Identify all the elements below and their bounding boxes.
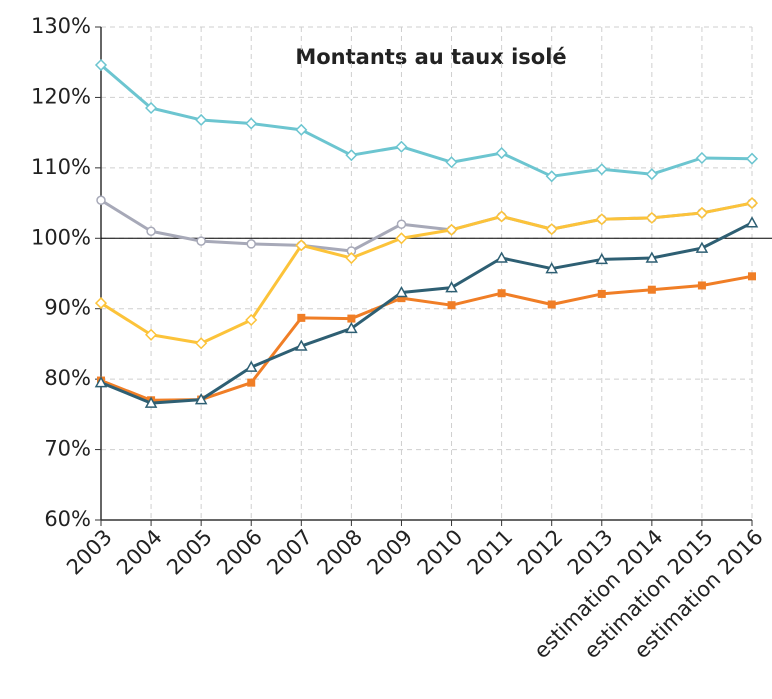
marker [745, 152, 759, 165]
marker [697, 281, 706, 290]
y-tick-label: 70% [44, 437, 91, 461]
marker [545, 223, 558, 236]
marker [94, 58, 108, 72]
marker [395, 140, 408, 153]
x-tick-label: 2005 [162, 525, 217, 580]
marker [245, 117, 258, 130]
x-tick-label: 2010 [413, 525, 468, 580]
x-tick-label: 2008 [312, 525, 367, 580]
x-tick-label: 2011 [463, 525, 518, 580]
marker [695, 151, 708, 165]
marker [247, 378, 256, 387]
marker [345, 251, 358, 265]
marker [347, 314, 356, 323]
marker [145, 328, 158, 341]
series-line [100, 274, 753, 402]
marker [145, 101, 158, 115]
chart-title: Montants au taux isolé [295, 45, 566, 69]
marker [396, 219, 407, 229]
marker [195, 337, 208, 350]
marker [595, 163, 608, 176]
marker [295, 123, 308, 136]
marker [345, 321, 358, 334]
marker [695, 206, 708, 219]
marker [295, 239, 308, 252]
y-tick-label: 90% [44, 296, 91, 320]
marker [497, 289, 506, 298]
marker [194, 393, 208, 405]
marker [748, 272, 756, 281]
marker [595, 213, 608, 226]
marker [395, 285, 408, 298]
marker [545, 170, 558, 183]
marker [647, 285, 656, 294]
marker [645, 251, 659, 263]
marker [645, 168, 658, 181]
y-tick-label: 80% [44, 366, 91, 390]
y-tick-label: 130% [31, 14, 91, 38]
marker [244, 360, 258, 372]
y-tick-label: 120% [31, 84, 91, 108]
marker [545, 262, 558, 274]
marker [495, 147, 508, 160]
marker [645, 211, 658, 224]
series-line [100, 221, 753, 405]
marker [447, 301, 456, 310]
marker [345, 149, 358, 162]
marker [295, 339, 308, 351]
y-tick-label: 60% [44, 507, 91, 531]
marker [94, 376, 108, 388]
marker [96, 195, 106, 206]
marker [595, 252, 609, 265]
y-tick-label: 100% [31, 225, 91, 249]
x-tick-label: 2007 [262, 525, 317, 580]
x-tick-label: 2009 [362, 525, 417, 580]
marker [597, 289, 606, 298]
series-line [100, 63, 753, 178]
marker [547, 300, 556, 309]
marker [195, 113, 208, 127]
marker [445, 281, 458, 293]
marker [245, 313, 258, 327]
marker [495, 251, 508, 263]
series-line [100, 201, 753, 345]
marker [445, 156, 458, 169]
marker [94, 297, 108, 310]
marker [395, 232, 408, 245]
marker [445, 223, 458, 236]
x-tick-label: 2004 [112, 525, 167, 580]
marker [196, 236, 206, 246]
marker [397, 294, 406, 303]
marker [146, 226, 156, 236]
marker [246, 239, 256, 249]
marker [745, 216, 759, 228]
x-tick-label: 2006 [212, 525, 267, 580]
marker [144, 396, 158, 408]
y-tick-label: 110% [31, 155, 91, 179]
x-tick-label: 2003 [62, 525, 117, 580]
marker [495, 210, 508, 223]
marker [745, 197, 759, 210]
marker [695, 241, 709, 253]
marker [297, 313, 306, 322]
x-tick-label: 2012 [513, 525, 568, 580]
